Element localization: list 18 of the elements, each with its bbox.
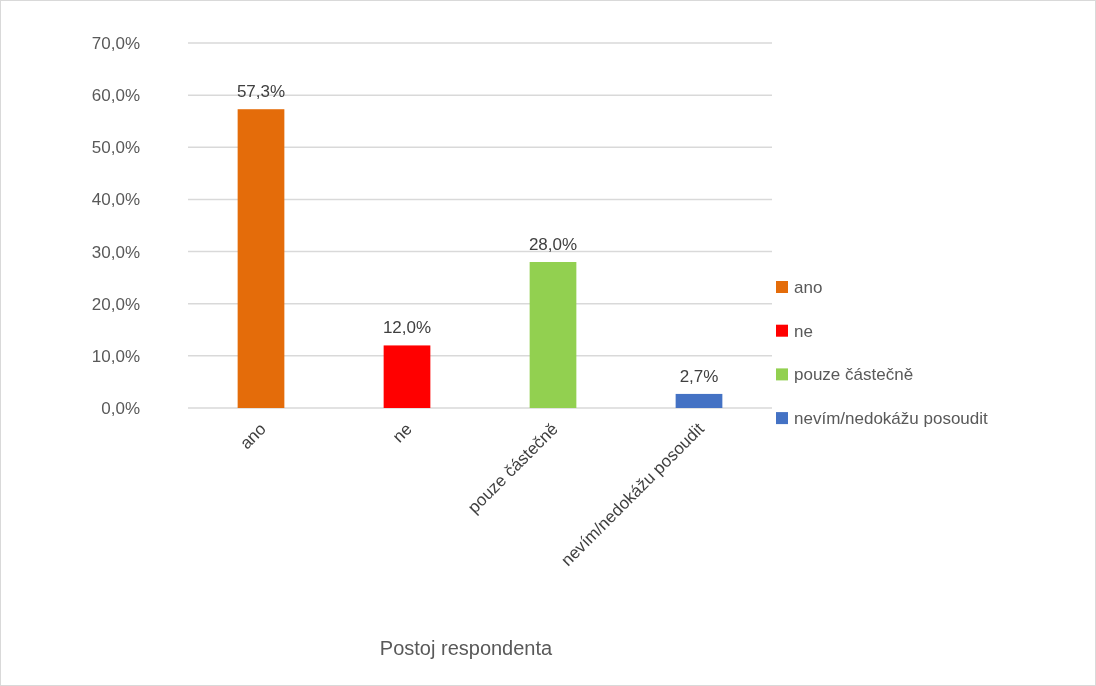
legend-label: ano bbox=[794, 277, 823, 297]
y-tick-label: 30,0% bbox=[91, 242, 140, 262]
legend-label: pouze částečně bbox=[794, 365, 914, 385]
data-label: 57,3% bbox=[236, 82, 286, 102]
y-tick-label: 40,0% bbox=[91, 190, 140, 210]
data-label: 12,0% bbox=[382, 318, 432, 338]
y-tick-label: 60,0% bbox=[91, 86, 140, 106]
x-axis-title: Postoj respondenta bbox=[379, 637, 554, 659]
y-tick-label: 10,0% bbox=[91, 346, 140, 366]
y-tick-label: 50,0% bbox=[91, 138, 140, 158]
data-label: 2,7% bbox=[679, 366, 719, 386]
y-tick-label: 20,0% bbox=[91, 294, 140, 314]
x-tick-label: ano bbox=[236, 419, 270, 453]
y-tick-label: 0,0% bbox=[101, 398, 140, 418]
y-tick-label: 70,0% bbox=[91, 33, 140, 53]
legend-label: ne bbox=[794, 321, 813, 341]
x-tick-label: ne bbox=[389, 419, 416, 447]
data-label: 28,0% bbox=[528, 235, 578, 254]
